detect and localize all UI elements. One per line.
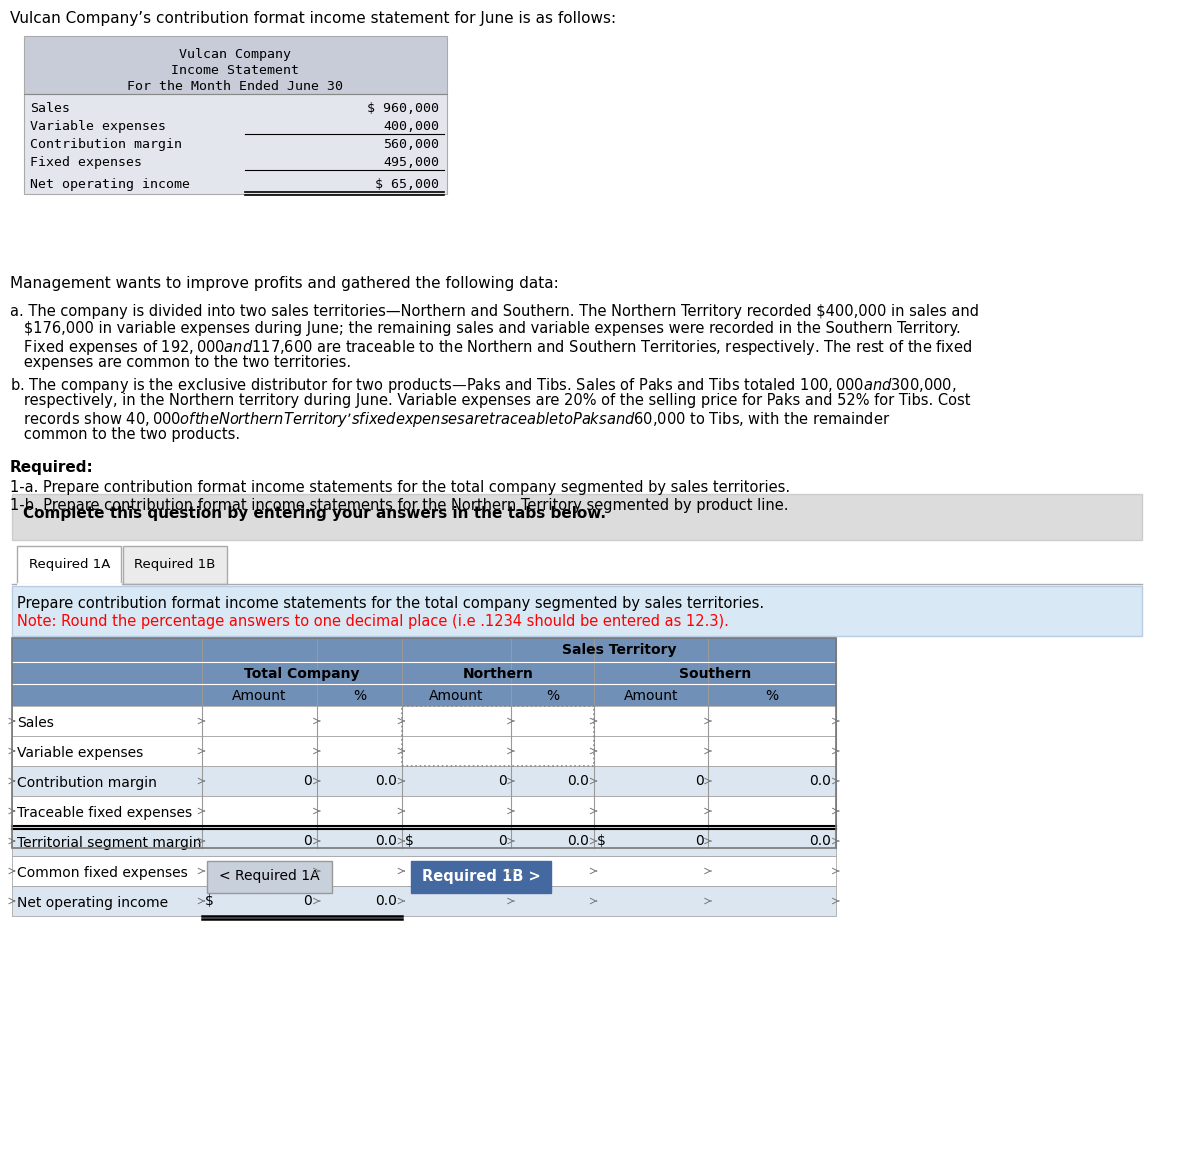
Text: $: $ (404, 834, 414, 848)
Text: $176,000 in variable expenses during June; the remaining sales and variable expe: $176,000 in variable expenses during Jun… (10, 321, 960, 336)
Text: Fixed expenses: Fixed expenses (30, 156, 142, 168)
Text: records show $40,000 of the Northern Territory’s fixed expenses are traceable to: records show $40,000 of the Northern Ter… (10, 410, 890, 429)
Text: Contribution margin: Contribution margin (17, 775, 157, 790)
Text: Traceable fixed expenses: Traceable fixed expenses (17, 805, 192, 820)
Text: 0.0: 0.0 (810, 834, 832, 848)
Text: common to the two products.: common to the two products. (10, 427, 240, 442)
Text: Fixed expenses of $192,000 and $117,600 are traceable to the Northern and Southe: Fixed expenses of $192,000 and $117,600 … (10, 338, 972, 357)
Text: 0: 0 (304, 774, 312, 788)
Text: 0.0: 0.0 (568, 834, 589, 848)
Text: Required 1B >: Required 1B > (421, 869, 540, 884)
FancyBboxPatch shape (12, 638, 836, 662)
FancyBboxPatch shape (12, 796, 836, 826)
Text: 495,000: 495,000 (383, 156, 439, 168)
Text: 0.0: 0.0 (376, 774, 397, 788)
Text: Complete this question by entering your answers in the tabs below.: Complete this question by entering your … (23, 505, 606, 520)
Text: 0: 0 (695, 834, 703, 848)
Text: Amount: Amount (430, 689, 484, 703)
Text: Variable expenses: Variable expenses (17, 745, 144, 760)
Bar (402, 706, 594, 766)
Text: Amount: Amount (624, 689, 678, 703)
FancyBboxPatch shape (12, 886, 836, 916)
FancyBboxPatch shape (12, 586, 1141, 636)
FancyBboxPatch shape (12, 662, 836, 684)
Text: Note: Round the percentage answers to one decimal place (i.e .1234 should be ent: Note: Round the percentage answers to on… (17, 614, 730, 629)
Text: Variable expenses: Variable expenses (30, 120, 166, 133)
Text: Vulcan Company: Vulcan Company (180, 48, 292, 61)
FancyBboxPatch shape (12, 736, 836, 766)
Text: $: $ (596, 834, 606, 848)
Text: Total Company: Total Company (244, 667, 360, 681)
Text: 0.0: 0.0 (810, 774, 832, 788)
Text: 0: 0 (695, 774, 703, 788)
Text: For the Month Ended June 30: For the Month Ended June 30 (127, 80, 343, 93)
Text: Amount: Amount (233, 689, 287, 703)
Text: b. The company is the exclusive distributor for two products—Paks and Tibs. Sale: b. The company is the exclusive distribu… (10, 376, 956, 395)
Text: Prepare contribution format income statements for the total company segmented by: Prepare contribution format income state… (17, 595, 764, 610)
Text: Contribution margin: Contribution margin (30, 138, 181, 151)
Text: 0.0: 0.0 (568, 774, 589, 788)
Text: 400,000: 400,000 (383, 120, 439, 133)
FancyBboxPatch shape (12, 706, 836, 736)
Text: Sales: Sales (17, 715, 54, 730)
FancyBboxPatch shape (412, 861, 551, 893)
Text: Required 1B: Required 1B (134, 559, 216, 571)
Text: Vulcan Company’s contribution format income statement for June is as follows:: Vulcan Company’s contribution format inc… (10, 12, 616, 27)
Text: 1-b. Prepare contribution format income statements for the Northern Territory se: 1-b. Prepare contribution format income … (10, 499, 788, 514)
FancyBboxPatch shape (206, 861, 331, 893)
Text: respectively, in the Northern territory during June. Variable expenses are 20% o: respectively, in the Northern territory … (10, 394, 970, 409)
FancyBboxPatch shape (12, 856, 836, 886)
Text: $ 65,000: $ 65,000 (376, 178, 439, 192)
Text: Net operating income: Net operating income (17, 896, 168, 911)
FancyBboxPatch shape (12, 684, 836, 706)
Text: 560,000: 560,000 (383, 138, 439, 151)
Text: Southern: Southern (679, 667, 751, 681)
Text: %: % (353, 689, 366, 703)
FancyBboxPatch shape (24, 36, 446, 93)
Text: 1-a. Prepare contribution format income statements for the total company segment: 1-a. Prepare contribution format income … (10, 480, 790, 495)
Text: 0.0: 0.0 (376, 894, 397, 908)
Text: Net operating income: Net operating income (30, 178, 190, 192)
Text: expenses are common to the two territories.: expenses are common to the two territori… (10, 355, 350, 370)
Text: Management wants to improve profits and gathered the following data:: Management wants to improve profits and … (10, 276, 558, 291)
FancyBboxPatch shape (12, 494, 1141, 540)
Text: Required 1A: Required 1A (29, 559, 110, 571)
Text: 0: 0 (498, 834, 506, 848)
Text: < Required 1A: < Required 1A (218, 869, 319, 883)
FancyBboxPatch shape (12, 766, 836, 796)
Text: Required:: Required: (10, 460, 94, 475)
FancyBboxPatch shape (17, 546, 121, 584)
Text: 0: 0 (304, 894, 312, 908)
Text: 0: 0 (304, 834, 312, 848)
Text: Sales Territory: Sales Territory (562, 643, 676, 657)
Text: Sales: Sales (30, 102, 70, 115)
Text: Common fixed expenses: Common fixed expenses (17, 866, 188, 881)
Text: Northern: Northern (462, 667, 533, 681)
Text: %: % (546, 689, 559, 703)
Text: Territorial segment margin: Territorial segment margin (17, 835, 202, 850)
FancyBboxPatch shape (124, 546, 227, 584)
Text: 0.0: 0.0 (376, 834, 397, 848)
Text: 0: 0 (498, 774, 506, 788)
Text: a. The company is divided into two sales territories—Northern and Southern. The : a. The company is divided into two sales… (10, 304, 979, 319)
Text: Income Statement: Income Statement (172, 63, 300, 77)
Text: $ 960,000: $ 960,000 (367, 102, 439, 115)
FancyBboxPatch shape (12, 826, 836, 856)
Text: $: $ (205, 894, 214, 908)
Text: %: % (766, 689, 779, 703)
FancyBboxPatch shape (24, 93, 446, 194)
